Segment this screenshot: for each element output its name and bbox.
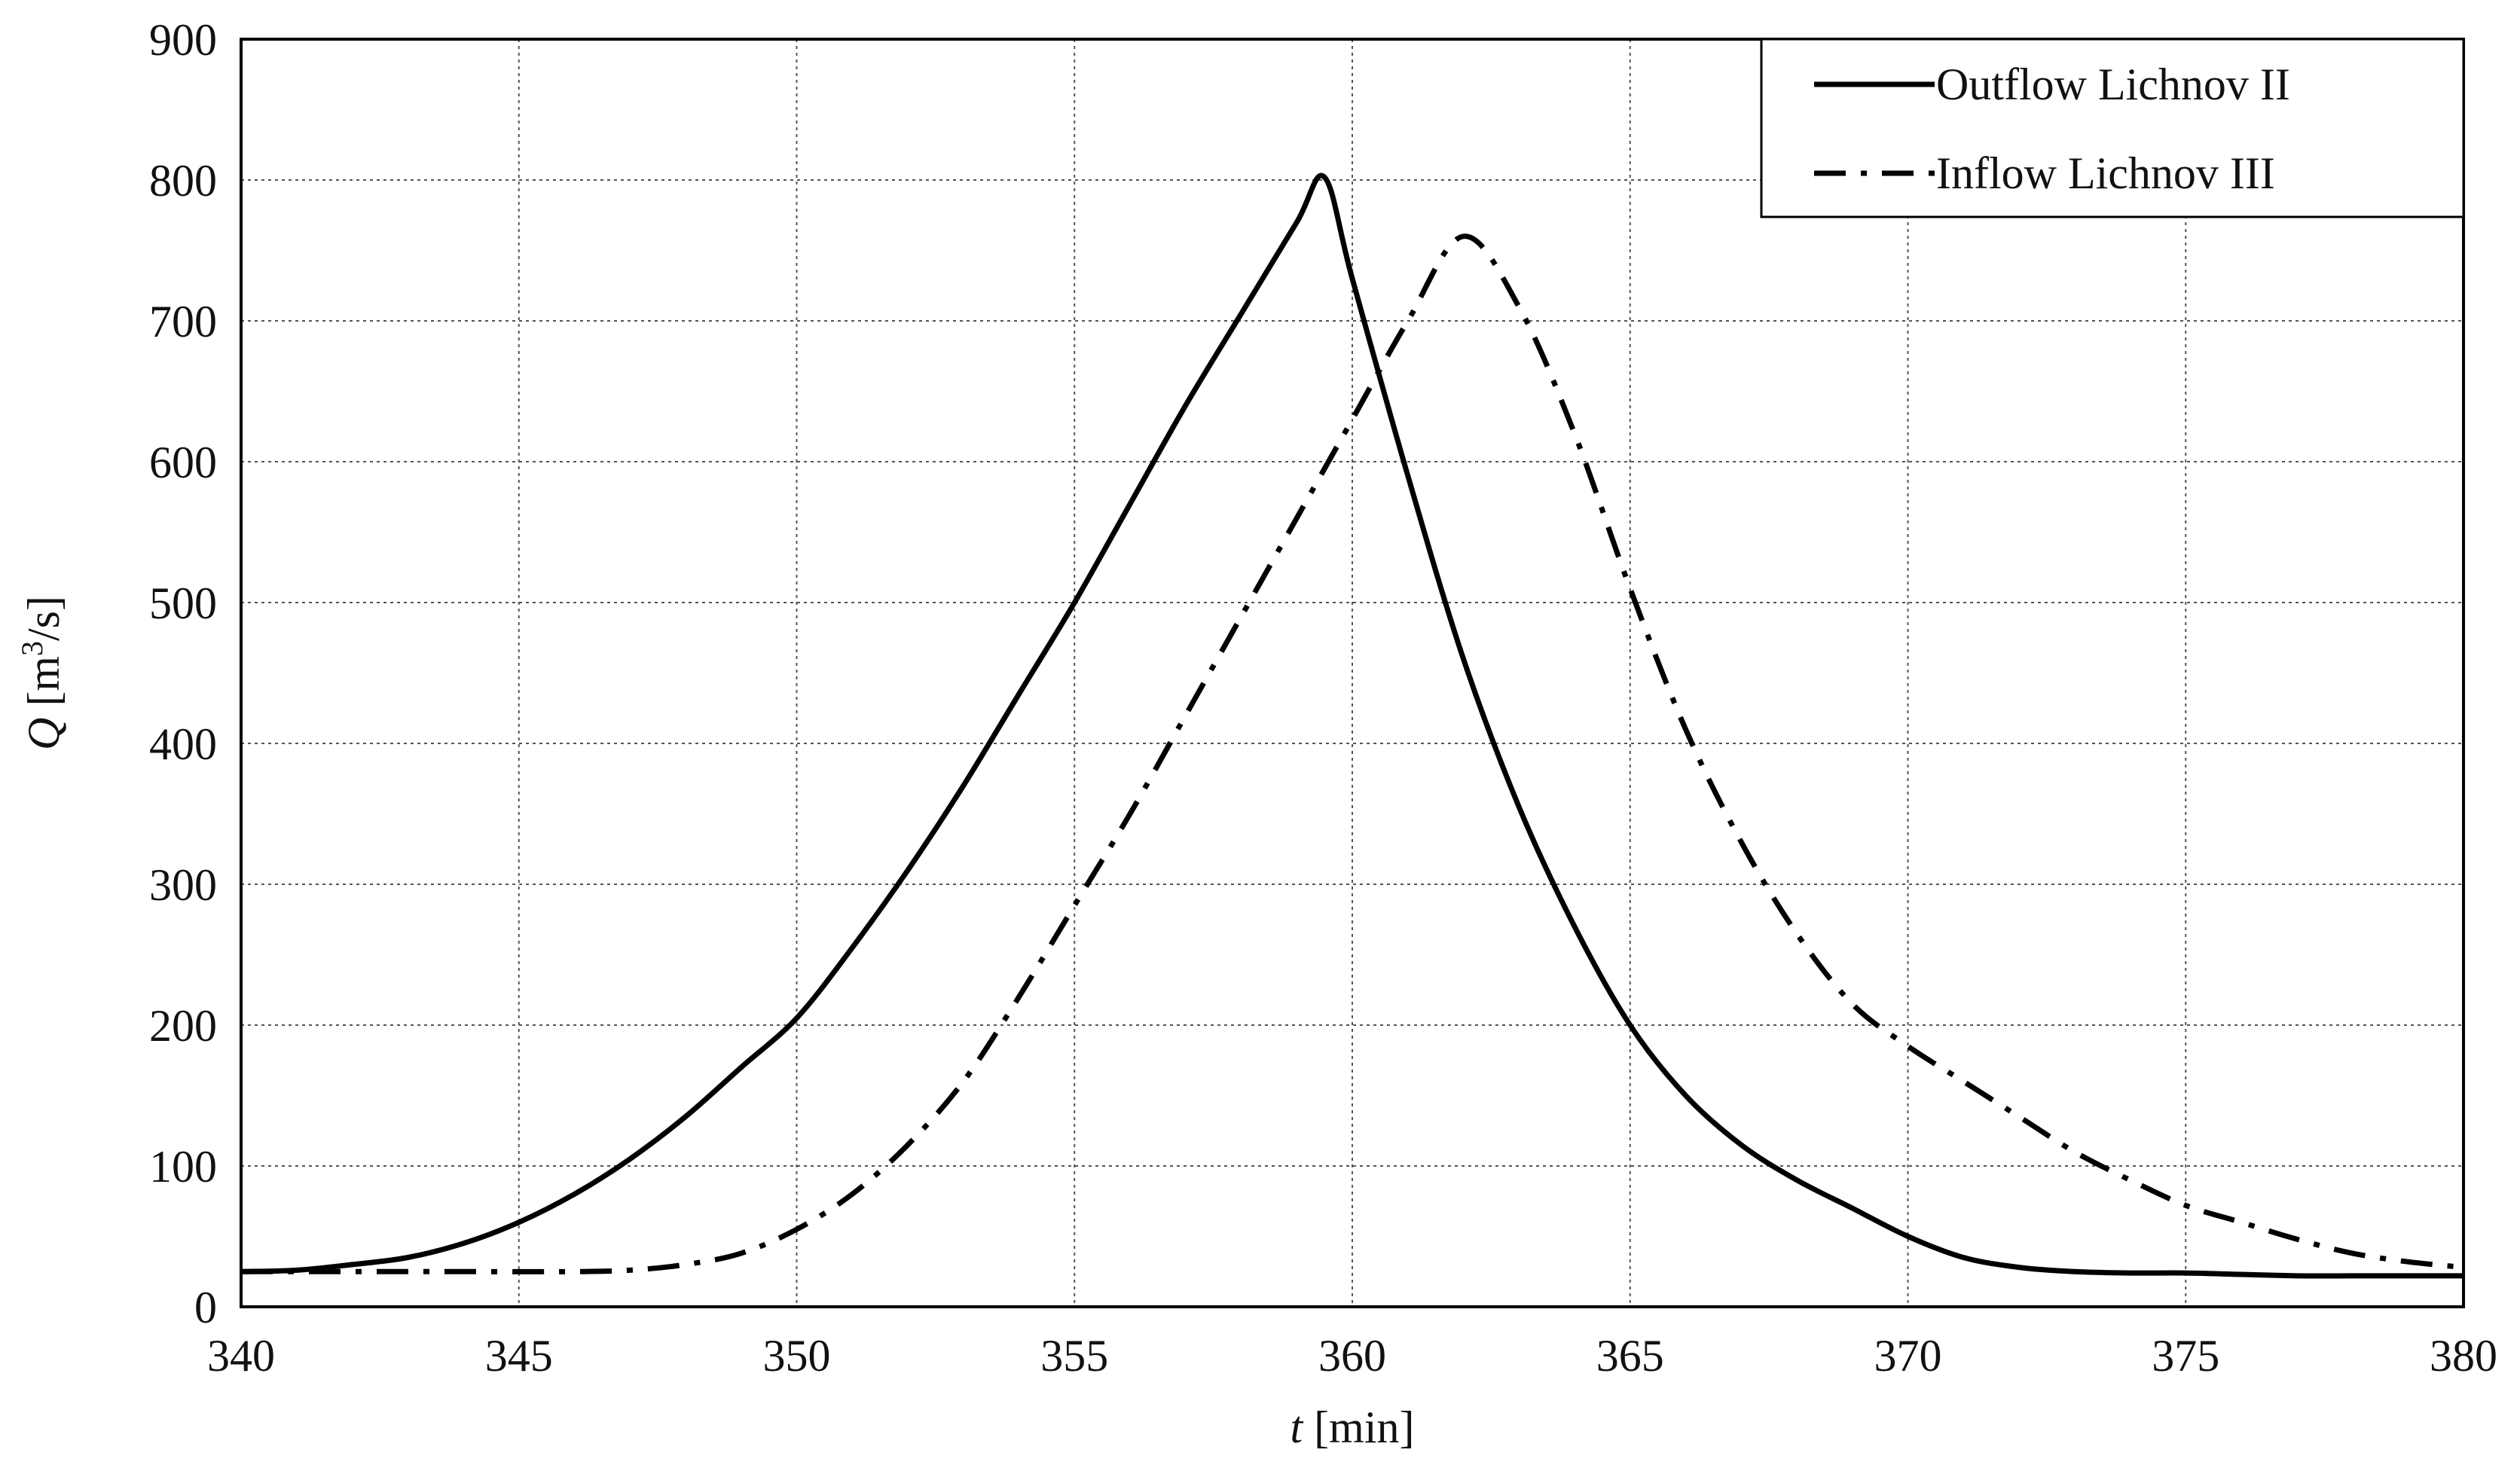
- y-tick-label: 300: [149, 860, 217, 910]
- x-tick-label: 350: [763, 1331, 831, 1381]
- y-axis-unit-sup: 3: [15, 641, 49, 656]
- series-line-inflow: [241, 233, 2464, 1274]
- y-tick-labels: 0 100 200 300 400 500 600 700 800 900: [149, 15, 217, 1332]
- x-tick-label: 345: [485, 1331, 553, 1381]
- x-axis-title: t [min]: [1291, 1402, 1415, 1452]
- x-tick-label: 365: [1596, 1331, 1664, 1381]
- y-tick-label: 600: [149, 438, 217, 487]
- x-tick-label: 380: [2430, 1331, 2497, 1381]
- series-line-outflow: [240, 172, 2463, 1279]
- y-axis-symbol: Q: [19, 718, 69, 750]
- y-tick-label: 900: [149, 15, 217, 65]
- x-tick-label: 355: [1040, 1331, 1108, 1381]
- x-tick-label: 340: [207, 1331, 275, 1381]
- y-tick-label: 200: [149, 1001, 217, 1051]
- x-axis-symbol: t: [1291, 1402, 1304, 1452]
- y-tick-label: 800: [149, 156, 217, 206]
- y-tick-label: 0: [194, 1283, 217, 1332]
- grid: [241, 39, 2463, 1307]
- y-tick-label: 100: [149, 1142, 217, 1192]
- legend-label-outflow: Outflow Lichnov II: [1936, 60, 2290, 109]
- legend: Outflow Lichnov II Inflow Lichnov III: [1760, 38, 2465, 218]
- y-tick-label: 400: [149, 719, 217, 769]
- y-axis-unit-post: /s]: [19, 596, 69, 641]
- x-axis-unit: [min]: [1303, 1402, 1414, 1452]
- legend-label-inflow: Inflow Lichnov III: [1936, 148, 2275, 198]
- x-tick-label: 360: [1318, 1331, 1386, 1381]
- y-tick-label: 700: [149, 297, 217, 346]
- series-layer: [240, 172, 2464, 1279]
- legend-box: [1760, 38, 2465, 218]
- y-tick-label: 500: [149, 578, 217, 628]
- x-tick-label: 370: [1874, 1331, 1942, 1381]
- plot-frame: [240, 38, 2465, 1308]
- y-axis-unit-pre: [m: [19, 656, 69, 718]
- y-axis-title: Q [m3/s]: [15, 596, 69, 750]
- x-tick-labels: 340 345 350 355 360 365 370 375 380: [207, 1331, 2497, 1381]
- x-tick-label: 375: [2152, 1331, 2219, 1381]
